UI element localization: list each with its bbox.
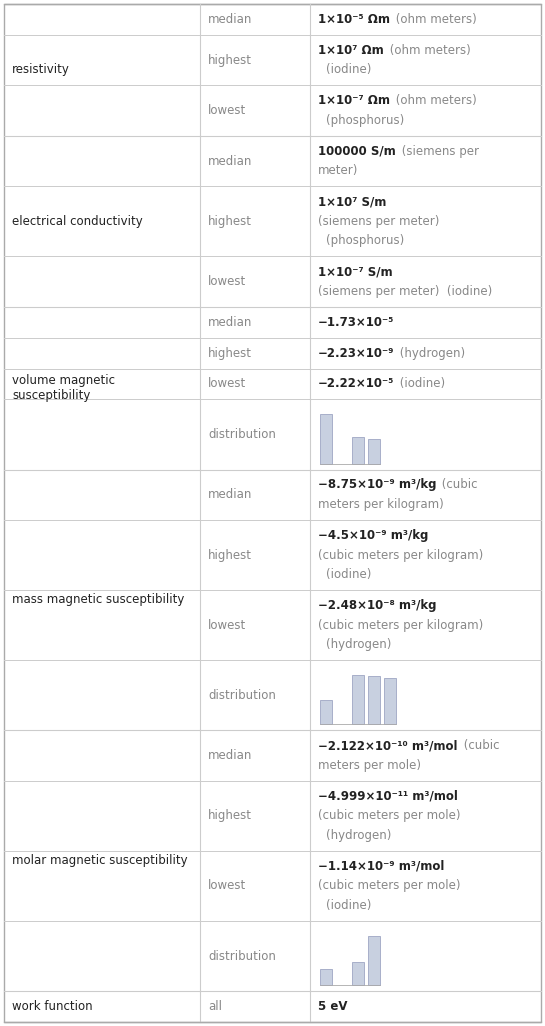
Text: work function: work function [12, 1000, 93, 1013]
Bar [352, 675, 364, 724]
Text: (hydrogen): (hydrogen) [326, 638, 391, 652]
Text: median: median [208, 155, 252, 167]
Text: −2.48×10⁻⁸ m³/kg: −2.48×10⁻⁸ m³/kg [318, 599, 437, 613]
Text: −2.122×10⁻¹⁰ m³/mol: −2.122×10⁻¹⁰ m³/mol [318, 740, 457, 752]
Bar [368, 439, 380, 464]
Text: 5 eV: 5 eV [318, 1000, 348, 1013]
Text: meters per kilogram): meters per kilogram) [318, 498, 444, 511]
Text: highest: highest [208, 214, 252, 228]
Text: (iodine): (iodine) [396, 378, 445, 391]
Bar [320, 415, 332, 464]
Text: (hydrogen): (hydrogen) [326, 829, 391, 842]
Text: molar magnetic susceptibility: molar magnetic susceptibility [12, 855, 187, 867]
Text: lowest: lowest [208, 619, 246, 632]
Bar [368, 676, 380, 724]
Text: (ohm meters): (ohm meters) [392, 13, 477, 26]
Bar [320, 700, 332, 724]
Text: all: all [208, 1000, 222, 1013]
Text: lowest: lowest [208, 879, 246, 893]
Text: −2.23×10⁻⁹: −2.23×10⁻⁹ [318, 347, 395, 360]
Text: volume magnetic
susceptibility: volume magnetic susceptibility [12, 374, 115, 402]
Text: (cubic meters per kilogram): (cubic meters per kilogram) [318, 549, 483, 561]
Text: distribution: distribution [208, 688, 276, 702]
Text: meters per mole): meters per mole) [318, 759, 421, 772]
Text: (phosphorus): (phosphorus) [326, 114, 404, 127]
Text: 1×10⁻⁷ S/m: 1×10⁻⁷ S/m [318, 266, 392, 278]
Text: median: median [208, 316, 252, 328]
Text: mass magnetic susceptibility: mass magnetic susceptibility [12, 593, 184, 606]
Text: (ohm meters): (ohm meters) [386, 44, 470, 56]
Text: (cubic: (cubic [439, 478, 478, 491]
Text: (iodine): (iodine) [326, 899, 371, 912]
Text: median: median [208, 749, 252, 762]
Text: −8.75×10⁻⁹ m³/kg: −8.75×10⁻⁹ m³/kg [318, 478, 437, 491]
Text: −2.22×10⁻⁵: −2.22×10⁻⁵ [318, 378, 395, 391]
Bar [384, 678, 396, 724]
Text: (siemens per meter)  (iodine): (siemens per meter) (iodine) [318, 285, 492, 298]
Text: (siemens per: (siemens per [398, 145, 479, 158]
Text: resistivity: resistivity [12, 64, 70, 76]
Text: 1×10⁷ S/m: 1×10⁷ S/m [318, 195, 386, 208]
Bar [368, 936, 380, 985]
Text: lowest: lowest [208, 378, 246, 391]
Text: highest: highest [208, 549, 252, 561]
Text: −4.999×10⁻¹¹ m³/mol: −4.999×10⁻¹¹ m³/mol [318, 790, 458, 802]
Text: lowest: lowest [208, 104, 246, 117]
Text: highest: highest [208, 810, 252, 823]
Text: lowest: lowest [208, 275, 246, 288]
Bar [352, 437, 364, 464]
Text: (iodine): (iodine) [326, 64, 371, 76]
Text: electrical conductivity: electrical conductivity [12, 214, 143, 228]
Text: highest: highest [208, 53, 252, 67]
Text: highest: highest [208, 347, 252, 360]
Text: −1.14×10⁻⁹ m³/mol: −1.14×10⁻⁹ m³/mol [318, 860, 444, 873]
Text: (cubic: (cubic [459, 740, 499, 752]
Text: (cubic meters per mole): (cubic meters per mole) [318, 810, 461, 823]
Text: (iodine): (iodine) [326, 568, 371, 581]
Text: meter): meter) [318, 164, 359, 177]
Text: (cubic meters per mole): (cubic meters per mole) [318, 879, 461, 893]
Text: distribution: distribution [208, 428, 276, 441]
Bar [352, 962, 364, 985]
Text: (phosphorus): (phosphorus) [326, 235, 404, 247]
Bar [320, 969, 332, 985]
Text: −1.73×10⁻⁵: −1.73×10⁻⁵ [318, 316, 395, 328]
Text: 1×10⁻⁵ Ωm: 1×10⁻⁵ Ωm [318, 13, 390, 26]
Text: 1×10⁷ Ωm: 1×10⁷ Ωm [318, 44, 384, 56]
Text: distribution: distribution [208, 950, 276, 962]
Text: 100000 S/m: 100000 S/m [318, 145, 396, 158]
Text: median: median [208, 13, 252, 26]
Text: −4.5×10⁻⁹ m³/kg: −4.5×10⁻⁹ m³/kg [318, 529, 428, 542]
Text: (ohm meters): (ohm meters) [392, 94, 477, 108]
Text: (hydrogen): (hydrogen) [397, 347, 465, 360]
Text: (siemens per meter): (siemens per meter) [318, 214, 439, 228]
Text: (cubic meters per kilogram): (cubic meters per kilogram) [318, 619, 483, 632]
Text: 1×10⁻⁷ Ωm: 1×10⁻⁷ Ωm [318, 94, 390, 108]
Text: median: median [208, 488, 252, 502]
